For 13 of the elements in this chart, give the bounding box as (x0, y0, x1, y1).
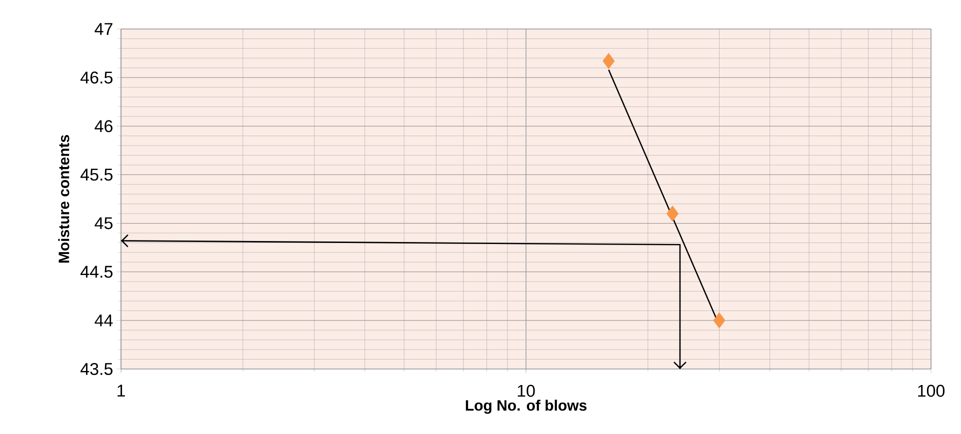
y-tick-label: 46.5 (80, 72, 112, 84)
x-axis-title: Log No. of blows (466, 400, 586, 414)
y-tick-label: 45.5 (80, 168, 112, 181)
y-tick-label: 43.5 (80, 362, 112, 376)
y-tick-label: 44 (94, 314, 113, 326)
x-tick-label: 100 (918, 384, 945, 397)
y-tick-label: 46 (94, 120, 112, 132)
x-tick-label: 1 (118, 384, 125, 396)
y-tick-label: 45 (94, 217, 112, 230)
y-tick-label: 44.5 (80, 266, 112, 278)
y-axis-title: Moisture contents (58, 135, 70, 263)
x-tick-label: 10 (518, 384, 535, 397)
y-tick-label: 47 (94, 23, 112, 35)
